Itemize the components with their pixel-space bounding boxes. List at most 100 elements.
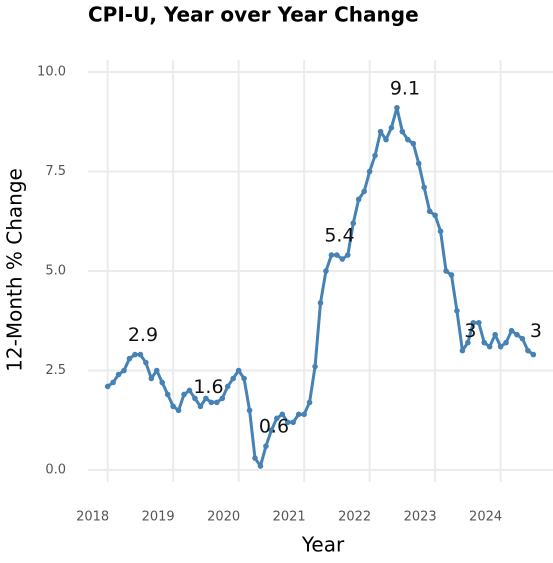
y-axis-title: 12-Month % Change <box>3 168 27 372</box>
line <box>106 106 535 468</box>
point <box>475 319 482 326</box>
point <box>448 272 455 278</box>
point <box>126 355 133 362</box>
x-axis-title: Year <box>301 533 345 557</box>
point <box>405 136 411 143</box>
point <box>246 407 253 414</box>
x-tick-label: 2022 <box>338 510 371 525</box>
point <box>328 252 335 258</box>
data-label: 3 <box>530 320 542 342</box>
point <box>361 188 367 195</box>
point <box>148 375 155 382</box>
point <box>279 411 286 418</box>
x-tick-label: 2023 <box>404 510 437 525</box>
x-tick-label: 2018 <box>76 510 109 525</box>
point <box>230 375 236 382</box>
x-tick-label: 2021 <box>273 510 306 525</box>
point <box>143 359 149 366</box>
point <box>372 152 378 159</box>
point <box>137 351 144 358</box>
point <box>164 391 171 398</box>
point <box>235 367 242 374</box>
point <box>257 463 264 469</box>
point <box>295 411 302 418</box>
y-tick-label: 7.5 <box>45 164 66 179</box>
point <box>481 339 488 346</box>
point <box>530 351 537 358</box>
point <box>525 347 531 354</box>
data-label: 5.4 <box>324 225 354 247</box>
point <box>355 196 362 203</box>
point <box>268 427 275 434</box>
point <box>410 140 417 147</box>
point <box>301 411 307 418</box>
point <box>334 252 340 258</box>
point <box>153 367 160 374</box>
point <box>175 407 182 414</box>
data-label: 9.1 <box>390 77 420 99</box>
point <box>377 128 384 135</box>
y-tick-label: 0.0 <box>45 463 66 478</box>
point <box>115 371 122 378</box>
point <box>219 395 226 402</box>
point <box>274 415 280 422</box>
point <box>415 160 422 167</box>
point <box>486 343 493 350</box>
point <box>388 124 395 131</box>
point <box>443 268 449 274</box>
point <box>192 395 198 402</box>
point <box>110 379 116 386</box>
x-tick-label: 2024 <box>469 510 502 525</box>
point <box>170 403 176 410</box>
point <box>426 208 433 215</box>
point <box>459 347 466 354</box>
point <box>492 331 498 338</box>
y-tick-label: 10.0 <box>37 64 66 79</box>
point <box>263 443 269 449</box>
point <box>214 399 220 406</box>
point <box>437 228 444 234</box>
point <box>317 300 324 306</box>
point <box>454 308 460 314</box>
point <box>241 375 247 382</box>
point <box>519 335 526 342</box>
point <box>508 327 515 334</box>
data-label: 2.9 <box>128 324 158 346</box>
x-tick-label: 2020 <box>207 510 240 525</box>
y-tick-label: 2.5 <box>45 363 66 378</box>
point <box>252 455 258 461</box>
point <box>350 220 357 227</box>
point <box>366 168 373 175</box>
point <box>503 339 509 346</box>
point <box>181 391 187 398</box>
point <box>312 363 318 370</box>
point <box>159 379 166 386</box>
point <box>432 212 438 219</box>
data-label: 0.6 <box>259 416 289 438</box>
point <box>394 104 400 111</box>
point <box>132 351 138 358</box>
point <box>197 403 204 410</box>
point <box>470 319 477 326</box>
x-tick-label: 2019 <box>142 510 175 525</box>
point <box>104 383 111 390</box>
point <box>421 184 427 191</box>
point <box>186 387 193 394</box>
data-label: 1.6 <box>193 376 223 398</box>
point <box>284 419 291 426</box>
point <box>497 343 504 350</box>
point <box>306 399 313 406</box>
point <box>203 395 209 402</box>
point <box>383 136 389 143</box>
point <box>465 339 471 346</box>
point <box>345 252 351 258</box>
point <box>224 383 231 390</box>
point <box>121 367 127 374</box>
point <box>323 268 329 274</box>
point <box>399 128 406 135</box>
point <box>514 331 520 338</box>
point <box>208 399 215 406</box>
data-label: 3 <box>464 320 476 342</box>
point <box>339 256 346 262</box>
